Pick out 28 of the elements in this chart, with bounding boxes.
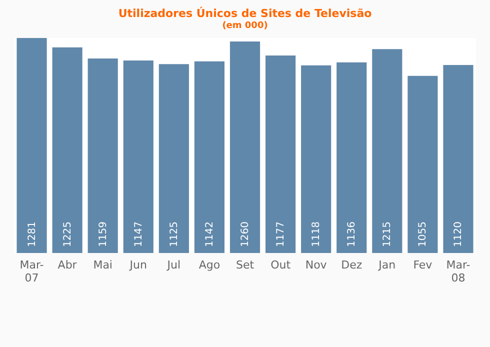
chart-title: Utilizadores Únicos de Sites de Televisão bbox=[118, 6, 372, 20]
x-tick-label: Mai bbox=[93, 258, 112, 272]
x-tick-label: Ago bbox=[198, 258, 220, 272]
data-label: 1281 bbox=[26, 222, 38, 247]
x-tick-label: Jan bbox=[378, 258, 396, 272]
data-label: 1055 bbox=[418, 222, 429, 247]
x-tick-label: Jun bbox=[128, 258, 148, 272]
data-label: 1215 bbox=[382, 222, 394, 247]
data-label: 1225 bbox=[62, 222, 74, 247]
data-label: 1125 bbox=[168, 222, 180, 247]
data-label: 1142 bbox=[204, 222, 216, 247]
data-label: 1159 bbox=[98, 222, 109, 247]
data-label: 1177 bbox=[276, 222, 287, 247]
data-label: 1147 bbox=[133, 222, 144, 247]
chart-subtitle: (em 000) bbox=[222, 21, 268, 31]
x-tick-label: Fev bbox=[413, 258, 433, 272]
x-tick-label: Set bbox=[236, 258, 255, 272]
x-tick-label: Abr bbox=[58, 258, 78, 272]
data-label: 1136 bbox=[346, 222, 358, 247]
x-tick-label: Nov bbox=[305, 258, 328, 272]
x-tick-label: Mar-07 bbox=[20, 258, 44, 284]
x-tick-label: Out bbox=[270, 258, 292, 272]
x-tick-label: Jul bbox=[166, 258, 181, 272]
x-tick-label: Dez bbox=[341, 258, 362, 272]
data-label: 1118 bbox=[311, 222, 322, 247]
x-tick-label: Mar-08 bbox=[446, 258, 470, 284]
data-label: 1260 bbox=[240, 222, 251, 247]
data-label: 1120 bbox=[453, 222, 464, 247]
